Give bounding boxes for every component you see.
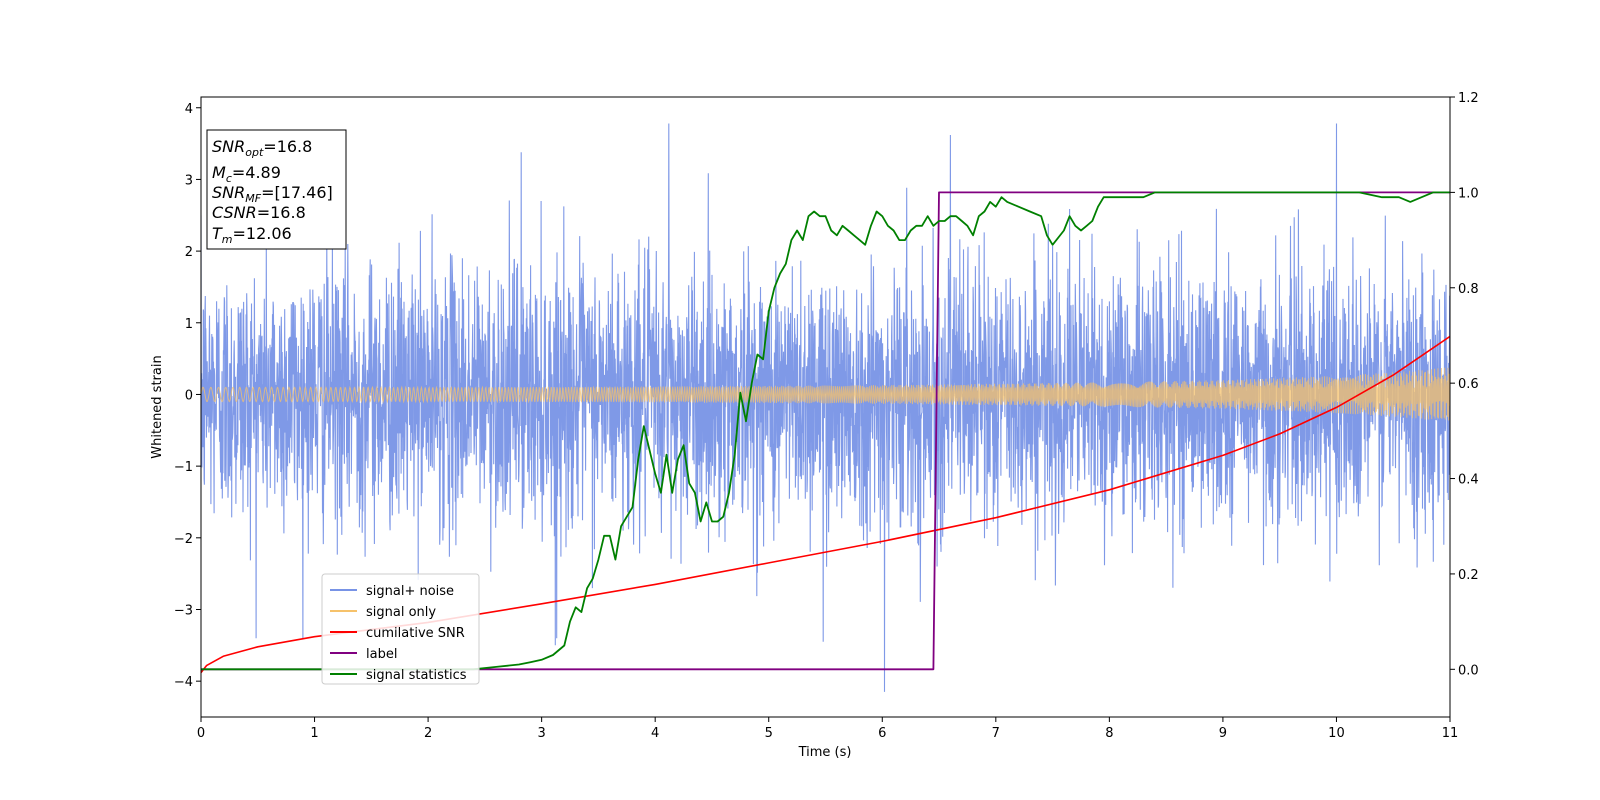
y-tick-label: −2 — [174, 532, 193, 547]
info-snr-opt-sub: opt — [245, 146, 264, 159]
x-tick-label: 2 — [424, 726, 432, 741]
info-mc-sub: c — [226, 172, 232, 185]
info-csnr-main: CSNR — [212, 203, 257, 222]
info-csnr: CSNR=16.8 — [212, 203, 306, 222]
info-snr-opt-value: =16.8 — [263, 137, 312, 156]
y-tick-label: −4 — [174, 675, 193, 690]
legend-label: label — [366, 647, 397, 662]
info-box: SNRopt=16.8 Mc=4.89 SNRMF=[17.46] CSNR=1… — [206, 129, 347, 250]
x-axis: 0 1 2 3 4 5 6 7 8 9 10 11 — [197, 717, 1458, 741]
info-mc: Mc=4.89 — [212, 163, 281, 185]
x-tick-label: 11 — [1442, 726, 1459, 741]
y2-tick-label: 0.2 — [1458, 568, 1479, 583]
legend-label: cumilative SNR — [366, 626, 465, 641]
info-snr-opt: SNRopt=16.8 — [212, 137, 312, 159]
series-signal-statistics — [201, 191, 1450, 671]
y-axis-right: 0.0 0.2 0.4 0.6 0.8 1.0 1.2 — [1450, 91, 1479, 678]
info-tm: Tm=12.06 — [212, 224, 292, 246]
y-tick-label: 3 — [185, 173, 193, 188]
legend-label: signal only — [366, 605, 436, 620]
y2-tick-label: 0.8 — [1458, 282, 1479, 297]
legend-label: signal+ noise — [366, 584, 454, 599]
y-tick-label: 0 — [185, 388, 193, 403]
info-box-frame — [206, 129, 347, 250]
info-tm-sub: m — [222, 233, 233, 246]
legend: signal+ noise signal only cumilative SNR la… — [321, 573, 480, 685]
x-tick-label: 4 — [651, 726, 659, 741]
series-signal-only — [201, 367, 1450, 421]
info-snr-mf-sub: MF — [245, 192, 261, 205]
x-tick-label: 0 — [197, 726, 205, 741]
y-tick-label: 2 — [185, 245, 193, 260]
info-tm-main: T — [212, 224, 223, 243]
info-tm-value: =12.06 — [233, 224, 292, 243]
info-snr-mf-value: =[17.46] — [261, 183, 333, 202]
x-tick-label: 5 — [765, 726, 773, 741]
y-tick-label: 1 — [185, 317, 193, 332]
info-mc-value: =4.89 — [232, 163, 281, 182]
x-tick-label: 7 — [992, 726, 1000, 741]
y-axis-label: Whitened strain — [150, 355, 165, 458]
x-tick-label: 9 — [1219, 726, 1227, 741]
info-csnr-value: =16.8 — [257, 203, 306, 222]
y2-tick-label: 1.2 — [1458, 91, 1479, 106]
info-snr-opt-main: SNR — [212, 137, 245, 156]
y-tick-label: 4 — [185, 102, 193, 117]
y2-tick-label: 1.0 — [1458, 186, 1479, 201]
x-tick-label: 8 — [1105, 726, 1113, 741]
info-snr-mf: SNRMF=[17.46] — [212, 183, 333, 205]
x-tick-label: 10 — [1328, 726, 1345, 741]
y2-tick-label: 0.4 — [1458, 473, 1479, 488]
info-snr-mf-main: SNR — [212, 183, 245, 202]
y-tick-label: −1 — [174, 460, 193, 475]
y2-tick-label: 0.6 — [1458, 377, 1479, 392]
x-tick-label: 1 — [310, 726, 318, 741]
y2-tick-label: 0.0 — [1458, 663, 1479, 678]
x-tick-label: 3 — [537, 726, 545, 741]
x-tick-label: 6 — [878, 726, 886, 741]
legend-label: signal statistics — [366, 668, 467, 683]
x-axis-label: Time (s) — [798, 745, 852, 760]
legend-frame — [321, 573, 480, 685]
info-mc-main: M — [212, 163, 226, 182]
series-cumulative-snr — [201, 335, 1450, 674]
axes-frame — [200, 96, 1451, 718]
legend-entries: signal+ noise signal only cumilative SNR la… — [330, 584, 467, 683]
series-layer — [201, 123, 1450, 692]
y-axis-left: −4 −3 −2 −1 0 1 2 3 4 — [174, 102, 201, 690]
y-tick-label: −3 — [174, 603, 193, 618]
